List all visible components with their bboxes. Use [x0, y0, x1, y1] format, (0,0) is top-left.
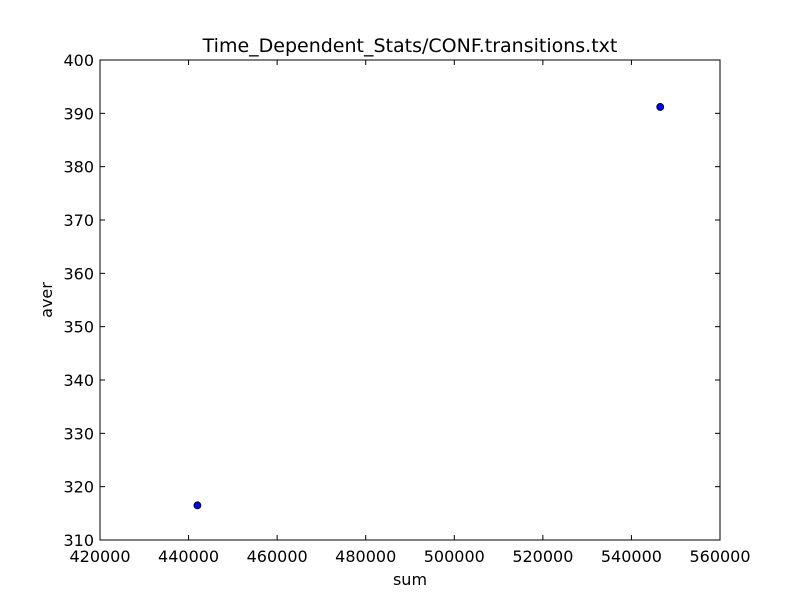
- chart-title: Time_Dependent_Stats/CONF.transitions.tx…: [202, 35, 618, 57]
- x-tick-label: 540000: [601, 547, 662, 566]
- y-tick-label: 370: [63, 211, 94, 230]
- x-tick-label: 500000: [424, 547, 485, 566]
- y-tick-label: 350: [63, 318, 94, 337]
- y-tick-label: 320: [63, 478, 94, 497]
- x-tick-label: 420000: [69, 547, 130, 566]
- x-tick-label: 460000: [247, 547, 308, 566]
- x-axis-tick-labels: 420000 440000 460000 480000 500000 520000 5400…: [69, 547, 750, 566]
- y-axis-tick-labels: 310 320 330 340 350 360 370 380 390 400: [63, 51, 94, 550]
- x-tick-label: 520000: [512, 547, 573, 566]
- y-tick-label: 340: [63, 371, 94, 390]
- y-tick-label: 390: [63, 104, 94, 123]
- y-tick-label: 330: [63, 424, 94, 443]
- x-tick-label: 480000: [335, 547, 396, 566]
- y-axis-label: aver: [37, 282, 56, 318]
- x-axis-label: sum: [393, 570, 427, 589]
- y-tick-label: 360: [63, 264, 94, 283]
- plot-area-background: [100, 60, 720, 540]
- x-tick-label: 440000: [158, 547, 219, 566]
- y-tick-label: 380: [63, 158, 94, 177]
- plot-frame: [99, 59, 721, 541]
- data-point: [656, 103, 665, 111]
- y-tick-label: 400: [63, 51, 94, 70]
- y-tick-label: 310: [63, 531, 94, 550]
- scatter-points: [193, 103, 665, 510]
- data-point: [193, 501, 202, 510]
- x-tick-label: 560000: [689, 547, 750, 566]
